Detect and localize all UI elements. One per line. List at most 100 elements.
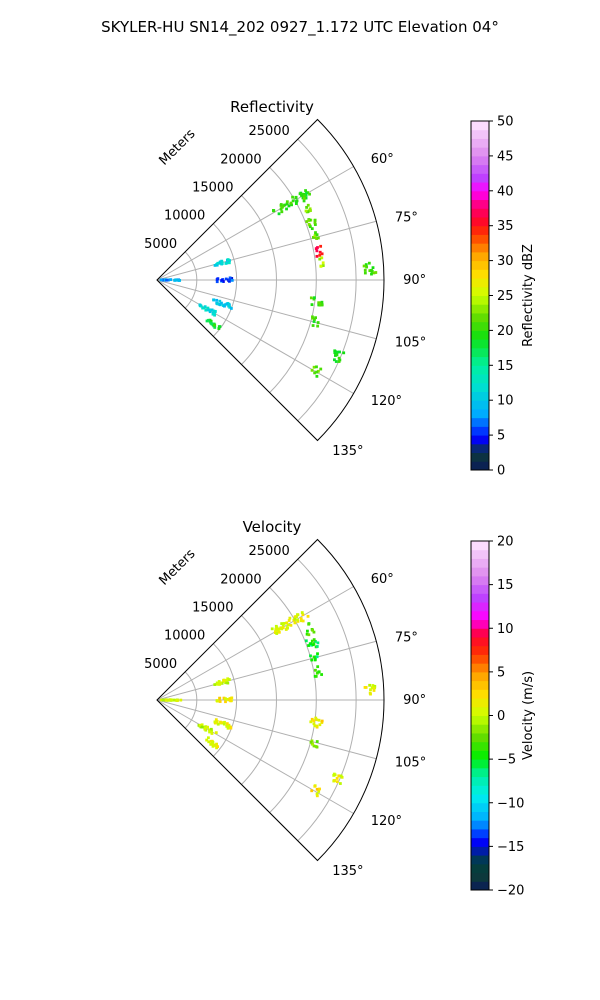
data-point <box>369 688 372 692</box>
colorbar-tick-label: 20 <box>497 535 514 550</box>
data-point <box>305 205 308 209</box>
data-point <box>315 370 319 374</box>
data-point <box>284 628 288 631</box>
data-point <box>304 209 308 213</box>
data-point <box>317 790 321 793</box>
azimuth-tick-label: 135° <box>332 444 363 459</box>
colorbar-segment <box>471 776 489 786</box>
range-tick-label: 10000 <box>164 629 205 644</box>
data-point <box>334 360 338 363</box>
data-point <box>301 613 305 617</box>
data-point <box>305 220 309 223</box>
data-point <box>310 717 314 721</box>
data-point <box>313 784 317 788</box>
colorbar-segment <box>471 654 489 664</box>
sector-frame <box>156 538 385 862</box>
colorbar-segment <box>471 732 489 743</box>
data-point <box>315 794 319 798</box>
range-tick-label: 20000 <box>220 572 261 587</box>
data-point <box>215 280 219 284</box>
azimuth-tick-label: 135° <box>332 864 363 879</box>
data-point <box>287 204 291 208</box>
data-point <box>313 317 316 321</box>
data-point <box>315 740 319 743</box>
data-point <box>306 614 310 618</box>
data-point <box>317 369 320 373</box>
data-point <box>342 351 346 355</box>
data-point <box>229 699 232 703</box>
colorbar-segment <box>471 558 489 568</box>
data-point <box>172 698 176 702</box>
data-point <box>215 699 219 702</box>
data-point <box>289 201 293 205</box>
data-point <box>217 302 221 306</box>
colorbar-tick-label: 0 <box>497 464 505 479</box>
colorbar-segment <box>471 347 489 358</box>
data-point <box>310 227 314 231</box>
data-point <box>222 678 225 682</box>
velocity-colorbar: −20 −15 −10 −5 0 5 10 15 20 Velocity (m/s) <box>470 535 536 899</box>
data-point <box>226 726 230 730</box>
data-point <box>368 683 372 687</box>
data-point <box>302 192 306 196</box>
colorbar-segment <box>471 138 489 148</box>
data-point <box>302 197 306 200</box>
data-point <box>177 279 181 282</box>
data-point <box>308 207 312 211</box>
data-point <box>213 720 217 724</box>
data-point <box>300 194 303 197</box>
colorbar-segment <box>471 182 489 192</box>
data-point <box>363 686 367 689</box>
data-point <box>218 299 222 303</box>
data-point <box>212 298 215 302</box>
reflectivity-points <box>159 189 378 378</box>
colorbar-segment <box>471 286 489 296</box>
azimuth-grid-line <box>156 586 354 701</box>
data-point <box>305 191 308 195</box>
data-point <box>314 655 317 659</box>
data-point <box>307 219 311 222</box>
azimuth-grid-line <box>156 640 377 701</box>
reflectivity-azimuth-ticks: 60° 75° 90° 105° 120° 135° <box>332 152 426 459</box>
data-point <box>312 719 316 723</box>
velocity-title: Velocity <box>243 518 302 536</box>
data-point <box>289 623 293 627</box>
velocity-points <box>160 611 377 798</box>
data-point <box>310 739 314 743</box>
data-point <box>310 658 314 662</box>
data-point <box>207 318 210 322</box>
data-point <box>207 740 211 744</box>
data-point <box>211 312 215 316</box>
data-point <box>315 655 319 659</box>
data-point <box>293 615 297 619</box>
colorbar-segment <box>471 785 489 795</box>
data-point <box>338 782 342 785</box>
colorbar-segment <box>471 628 489 638</box>
data-point <box>166 698 170 702</box>
data-point <box>218 700 222 703</box>
data-point <box>214 718 218 722</box>
data-point <box>335 353 339 357</box>
data-point <box>224 262 228 265</box>
data-point <box>311 236 315 239</box>
data-point <box>369 692 372 696</box>
data-point <box>370 686 374 689</box>
data-point <box>209 319 213 323</box>
colorbar-segment <box>471 811 489 821</box>
azimuth-tick-label: 120° <box>371 814 402 829</box>
colorbar-segment <box>471 365 489 375</box>
colorbar-tick-label: −20 <box>497 884 524 899</box>
data-point <box>285 626 289 629</box>
data-point <box>213 264 217 267</box>
data-point <box>374 271 378 274</box>
data-point <box>215 302 219 306</box>
azimuth-tick-label: 60° <box>371 572 394 587</box>
data-point <box>295 199 299 203</box>
data-point <box>226 681 230 685</box>
data-point <box>217 327 221 330</box>
data-point <box>203 726 207 730</box>
data-point <box>316 236 320 240</box>
data-point <box>225 679 229 682</box>
data-point <box>227 278 231 282</box>
data-point <box>207 736 210 740</box>
